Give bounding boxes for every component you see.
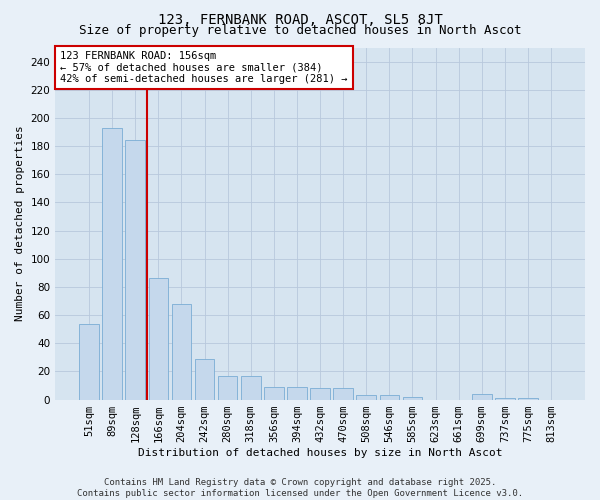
Text: Size of property relative to detached houses in North Ascot: Size of property relative to detached ho… <box>79 24 521 37</box>
Bar <box>172 304 191 400</box>
Bar <box>103 128 122 400</box>
Bar <box>241 376 260 400</box>
Bar <box>495 398 515 400</box>
Bar <box>403 397 422 400</box>
Bar <box>518 398 538 400</box>
Bar <box>264 387 284 400</box>
Bar <box>195 358 214 400</box>
Bar <box>125 140 145 400</box>
Y-axis label: Number of detached properties: Number of detached properties <box>15 126 25 322</box>
X-axis label: Distribution of detached houses by size in North Ascot: Distribution of detached houses by size … <box>138 448 502 458</box>
Bar <box>218 376 238 400</box>
Bar <box>149 278 168 400</box>
Text: 123 FERNBANK ROAD: 156sqm
← 57% of detached houses are smaller (384)
42% of semi: 123 FERNBANK ROAD: 156sqm ← 57% of detac… <box>61 51 348 84</box>
Bar <box>472 394 491 400</box>
Bar <box>79 324 99 400</box>
Bar <box>334 388 353 400</box>
Bar <box>356 396 376 400</box>
Bar <box>287 387 307 400</box>
Text: 123, FERNBANK ROAD, ASCOT, SL5 8JT: 123, FERNBANK ROAD, ASCOT, SL5 8JT <box>158 12 442 26</box>
Text: Contains HM Land Registry data © Crown copyright and database right 2025.
Contai: Contains HM Land Registry data © Crown c… <box>77 478 523 498</box>
Bar <box>380 396 399 400</box>
Bar <box>310 388 330 400</box>
